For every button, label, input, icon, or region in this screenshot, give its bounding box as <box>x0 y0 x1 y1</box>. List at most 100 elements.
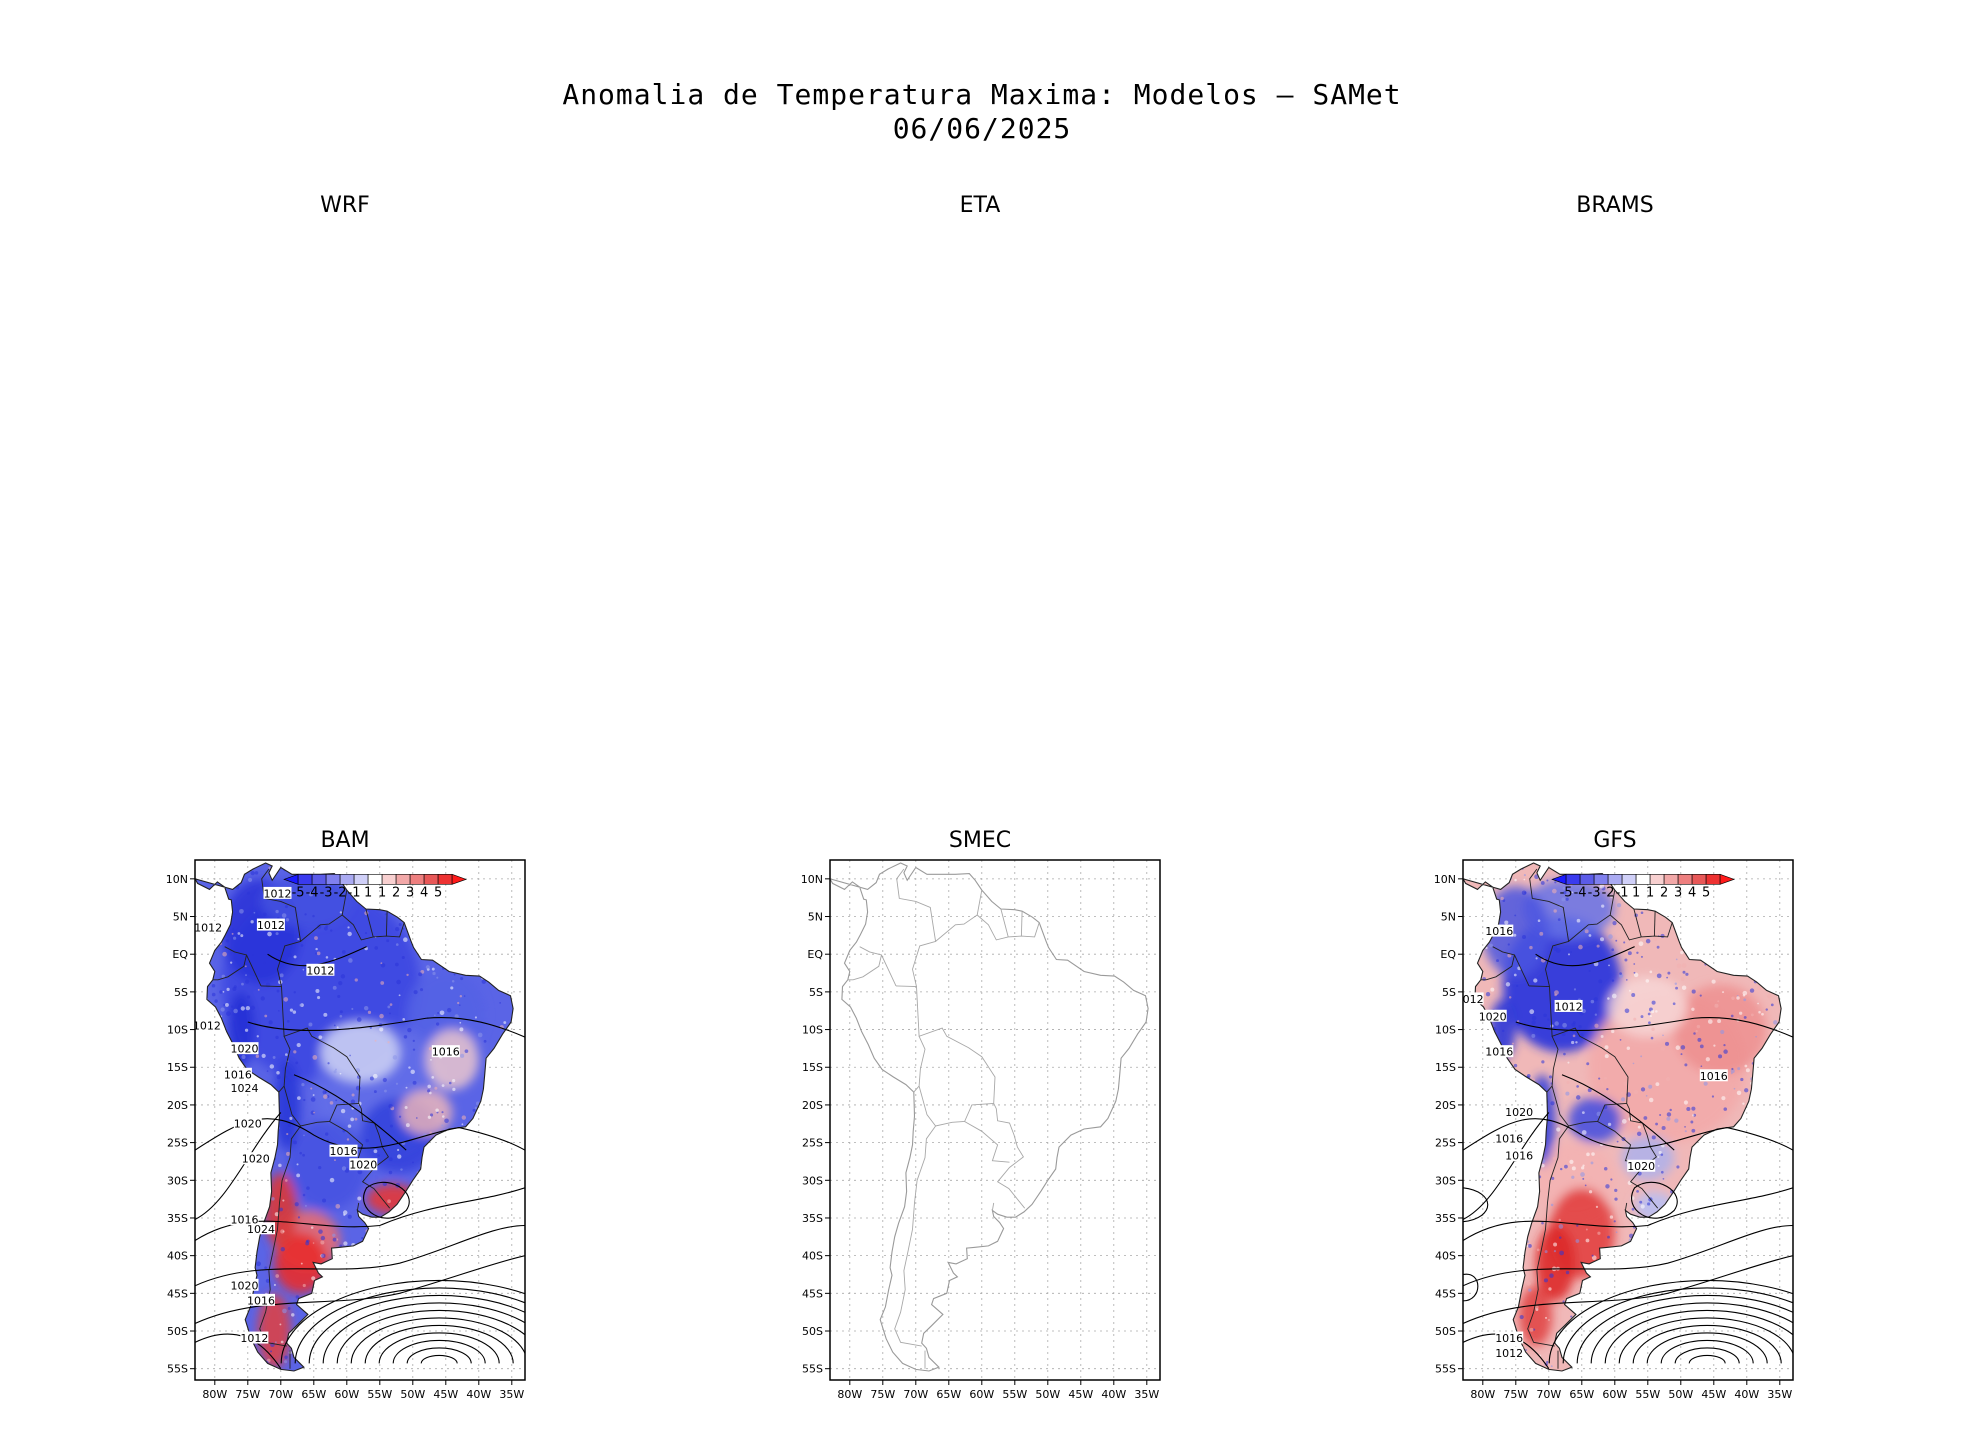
isobar-line <box>378 1332 500 1364</box>
country-border <box>1527 1125 1569 1347</box>
anomaly-speck <box>241 1130 246 1134</box>
country-border <box>1568 890 1616 942</box>
anomaly-speck <box>508 944 514 950</box>
anomaly-speck <box>368 1231 373 1236</box>
anomaly-speck <box>287 1307 291 1310</box>
anomaly-speck <box>509 1249 513 1254</box>
isobar-label-bg <box>195 920 223 933</box>
anomaly-speck <box>498 895 502 899</box>
colorbar-swatch <box>1621 874 1637 885</box>
anomaly-speck <box>1484 1063 1488 1067</box>
anomaly-speck <box>275 1035 279 1040</box>
anomaly-speck <box>1590 999 1595 1004</box>
anomaly-speck <box>1676 1165 1680 1169</box>
anomaly-speck <box>1562 886 1566 890</box>
anomaly-speck <box>427 1089 431 1093</box>
anomaly-speck <box>1493 979 1496 982</box>
isobar-line <box>195 1255 525 1324</box>
anomaly-speck <box>1516 1101 1520 1105</box>
anomaly-speck <box>299 1003 303 1007</box>
anomaly-speck <box>477 1032 483 1038</box>
anomaly-speck <box>1708 1207 1713 1212</box>
anomaly-speck <box>1776 989 1780 993</box>
anomaly-speck <box>276 989 280 993</box>
anomaly-speck <box>447 1370 451 1371</box>
anomaly-speck <box>1549 1273 1554 1278</box>
anomaly-speck <box>1760 1279 1765 1284</box>
anomaly-speck <box>486 1257 491 1262</box>
anomaly-speck <box>305 1321 309 1325</box>
anomaly-speck <box>367 1244 371 1249</box>
anomaly-speck <box>406 973 409 977</box>
anomaly-speck <box>225 1254 231 1259</box>
anomaly-speck <box>1551 888 1557 894</box>
anomaly-speck <box>345 1347 350 1352</box>
anomaly-speck <box>1759 1131 1764 1136</box>
anomaly-speck <box>1763 1114 1767 1118</box>
anomaly-speck <box>306 1186 310 1190</box>
anomaly-speck <box>1536 1248 1540 1252</box>
lon-tick-label: 55W <box>1002 1388 1027 1401</box>
isobar-label-bg <box>230 1042 259 1055</box>
anomaly-speck <box>336 1026 339 1029</box>
lon-tick-label: 65W <box>1569 1388 1594 1401</box>
anomaly-speck <box>1531 1020 1536 1025</box>
anomaly-speck <box>349 1054 351 1057</box>
anomaly-speck <box>1768 1069 1774 1074</box>
anomaly-speck <box>240 934 244 938</box>
anomaly-speck <box>469 1273 472 1275</box>
anomaly-speck <box>1732 1192 1737 1197</box>
anomaly-speck <box>291 1313 295 1317</box>
colorbar-label: 2 <box>392 885 400 900</box>
anomaly-speck <box>431 1075 435 1079</box>
anomaly-speck <box>341 1166 347 1171</box>
isobar-line <box>293 1074 407 1151</box>
anomaly-speck <box>1706 1209 1711 1214</box>
anomaly-speck <box>413 1197 418 1203</box>
anomaly-speck <box>335 1238 339 1241</box>
country-border <box>300 890 348 942</box>
isobar-line <box>363 1181 410 1219</box>
anomaly-speck <box>1597 1042 1600 1045</box>
anomaly-speck <box>203 947 207 951</box>
anomaly-speck <box>1701 1272 1705 1276</box>
anomaly-speck <box>233 1232 236 1236</box>
anomaly-speck <box>1751 1296 1754 1299</box>
anomaly-speck <box>1621 1362 1627 1367</box>
anomaly-speck <box>1582 1177 1585 1180</box>
anomaly-speck <box>474 1192 478 1196</box>
anomaly-speck <box>260 1207 264 1210</box>
anomaly-speck <box>1739 1123 1745 1129</box>
anomaly-speck <box>1696 1024 1701 1029</box>
anomaly-speck <box>208 1013 211 1016</box>
anomaly-speck <box>214 1138 218 1142</box>
anomaly-speck <box>1525 1164 1530 1169</box>
anomaly-speck <box>231 928 235 931</box>
lat-tick-label: 30S <box>167 1174 188 1187</box>
lon-tick-label: 40W <box>1734 1388 1759 1401</box>
isobar-label: 1016 <box>247 1294 275 1307</box>
anomaly-speck <box>1728 962 1731 964</box>
anomaly-speck <box>485 1244 489 1249</box>
anomaly-speck <box>301 1082 305 1087</box>
anomaly-speck <box>377 863 382 866</box>
country-border <box>1480 946 1516 981</box>
anomaly-speck <box>1525 1349 1527 1351</box>
anomaly-speck <box>1781 1062 1785 1066</box>
anomaly-speck <box>224 1361 227 1364</box>
map-frame <box>829 859 1161 1381</box>
colorbar-swatch <box>381 874 397 885</box>
anomaly-speck <box>223 1305 228 1310</box>
anomaly-speck <box>429 1091 432 1095</box>
anomaly-speck <box>1499 1193 1502 1196</box>
anomaly-speck <box>343 1213 346 1216</box>
anomaly-speck <box>437 1011 440 1015</box>
anomaly-speck <box>1785 1219 1788 1222</box>
anomaly-speck <box>1640 871 1643 875</box>
anomaly-speck <box>367 1010 372 1015</box>
anomaly-speck <box>1660 1374 1663 1377</box>
anomaly-speck <box>1732 959 1736 963</box>
anomaly-speck <box>1771 1060 1775 1064</box>
anomaly-speck <box>338 980 343 986</box>
anomaly-speck <box>501 1067 504 1071</box>
